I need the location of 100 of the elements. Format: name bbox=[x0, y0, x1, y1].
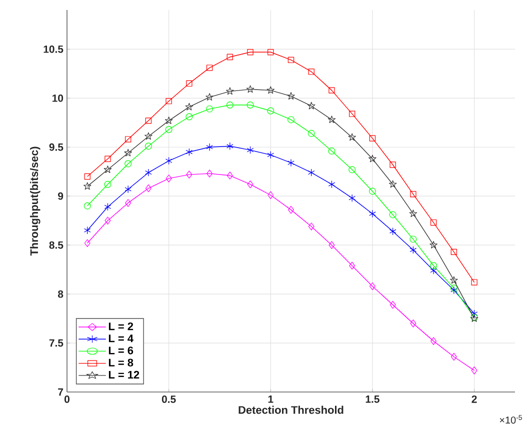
point bbox=[389, 227, 396, 236]
point bbox=[390, 162, 396, 168]
point bbox=[104, 216, 111, 224]
point bbox=[288, 206, 294, 214]
point bbox=[348, 194, 356, 202]
point bbox=[348, 133, 356, 141]
point bbox=[369, 210, 376, 218]
point bbox=[307, 102, 316, 110]
point bbox=[124, 160, 132, 168]
point bbox=[430, 262, 438, 270]
point bbox=[430, 337, 437, 345]
point bbox=[125, 199, 132, 207]
x-tick-label: 2 bbox=[472, 396, 477, 403]
point bbox=[166, 98, 172, 104]
text: ×10$^{-5}$ bbox=[500, 415, 522, 424]
point bbox=[410, 191, 416, 198]
point bbox=[104, 180, 112, 188]
point bbox=[287, 92, 295, 100]
point bbox=[226, 87, 234, 95]
point bbox=[186, 113, 193, 120]
y-tick-label: 7.5 bbox=[49, 339, 64, 347]
point bbox=[308, 222, 314, 230]
point bbox=[226, 172, 233, 180]
y-axis-title: Throughput(bits/sec) bbox=[30, 146, 40, 256]
point bbox=[368, 154, 376, 162]
point bbox=[206, 64, 213, 71]
point bbox=[206, 170, 213, 178]
point bbox=[268, 191, 274, 200]
point bbox=[450, 286, 458, 294]
point bbox=[165, 156, 172, 165]
x-tick-label: 0.5 bbox=[162, 396, 176, 403]
point bbox=[288, 56, 294, 64]
point bbox=[308, 168, 315, 176]
point bbox=[430, 240, 438, 248]
legend-label: L = 8 bbox=[108, 358, 134, 367]
point bbox=[104, 166, 112, 174]
y-tick-label: 10 bbox=[52, 94, 64, 102]
point bbox=[450, 284, 458, 292]
point bbox=[288, 116, 294, 124]
point bbox=[246, 146, 254, 154]
point bbox=[328, 148, 336, 155]
point bbox=[84, 202, 91, 210]
point bbox=[145, 168, 152, 176]
point bbox=[206, 143, 213, 152]
legend-label: L = 12 bbox=[108, 370, 140, 379]
point bbox=[410, 246, 417, 254]
point bbox=[84, 173, 90, 180]
point bbox=[410, 236, 417, 243]
y-tick-label: 10.5 bbox=[44, 45, 64, 53]
point bbox=[390, 300, 396, 309]
x-axis-title: Detection Threshold bbox=[238, 406, 344, 414]
x-tick-label: 0 bbox=[64, 396, 70, 403]
point bbox=[409, 210, 418, 218]
point bbox=[410, 320, 416, 328]
point bbox=[349, 262, 356, 270]
point bbox=[430, 219, 437, 226]
point bbox=[144, 142, 152, 150]
x-tick-label: 1 bbox=[268, 396, 274, 403]
point bbox=[84, 239, 90, 248]
point bbox=[308, 68, 314, 75]
point bbox=[450, 248, 458, 256]
point bbox=[125, 136, 132, 142]
point bbox=[389, 211, 396, 218]
point bbox=[104, 156, 111, 162]
point bbox=[328, 87, 335, 94]
point bbox=[145, 184, 152, 192]
point bbox=[430, 266, 437, 274]
point bbox=[246, 102, 254, 108]
point bbox=[266, 86, 275, 94]
point bbox=[246, 85, 254, 93]
point bbox=[83, 182, 92, 190]
point bbox=[84, 226, 91, 234]
point bbox=[328, 241, 335, 249]
point bbox=[267, 107, 274, 114]
x-tick-label: 1.5 bbox=[366, 396, 380, 403]
point bbox=[267, 151, 274, 159]
point bbox=[328, 180, 336, 188]
legend-label: L = 4 bbox=[108, 334, 134, 342]
point bbox=[388, 180, 397, 188]
point bbox=[226, 102, 234, 108]
legend-label: L = 6 bbox=[108, 346, 134, 354]
point bbox=[166, 174, 172, 182]
point bbox=[206, 105, 214, 112]
point bbox=[268, 49, 274, 56]
point bbox=[328, 116, 336, 124]
point bbox=[164, 116, 173, 124]
point bbox=[308, 130, 315, 137]
point bbox=[145, 118, 152, 124]
point bbox=[369, 282, 376, 290]
point bbox=[226, 54, 233, 60]
point bbox=[186, 148, 193, 156]
point bbox=[348, 166, 356, 174]
point bbox=[369, 135, 376, 142]
y-tick-label: 8.5 bbox=[49, 241, 64, 249]
point bbox=[470, 310, 478, 318]
point bbox=[247, 49, 254, 56]
point bbox=[124, 185, 132, 194]
y-tick-label: 9 bbox=[58, 192, 64, 200]
point bbox=[186, 80, 192, 87]
point bbox=[288, 158, 294, 167]
